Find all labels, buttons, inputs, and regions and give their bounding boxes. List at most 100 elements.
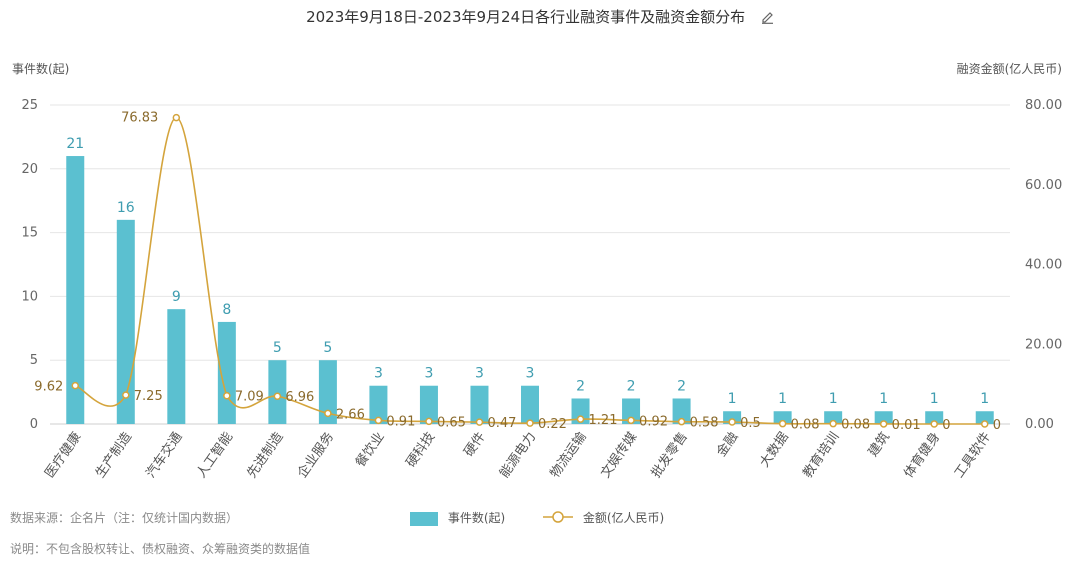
explanation-note: 说明：不包含股权转让、债权融资、众筹融资类的数据值 — [10, 542, 311, 556]
category-label: 企业服务 — [294, 429, 337, 481]
category-label: 生产制造 — [93, 430, 135, 481]
legend-item-bar[interactable]: 事件数(起) — [410, 509, 505, 526]
bar-value-label: 1 — [829, 391, 838, 407]
line-value-label: 0.47 — [487, 416, 516, 431]
bar — [824, 411, 843, 424]
legend-line-swatch — [543, 510, 573, 527]
right-tick-label: 60.00 — [1025, 178, 1062, 193]
line-point — [273, 392, 282, 400]
bar — [672, 398, 691, 424]
bar-value-label: 1 — [778, 391, 787, 407]
line-point — [728, 418, 736, 426]
bar — [66, 156, 85, 425]
bar — [571, 398, 590, 424]
line-value-label: 0.08 — [841, 418, 870, 433]
left-tick-label: 15 — [21, 226, 38, 241]
category-label: 人工智能 — [194, 430, 236, 481]
bar — [268, 360, 287, 424]
line-value-label: 0.92 — [639, 414, 668, 429]
bar — [116, 219, 135, 424]
bar-value-label: 3 — [526, 366, 535, 382]
right-tick-label: 0.00 — [1025, 417, 1054, 432]
legend-item-line[interactable]: 金额(亿人民币) — [543, 509, 664, 527]
bar-value-label: 9 — [172, 289, 181, 305]
category-label: 餐饮业 — [352, 429, 387, 470]
left-axis-ticks: 0 5 10 15 20 25 — [21, 98, 38, 432]
line-point — [324, 409, 332, 418]
bar-value-label: 1 — [930, 391, 939, 407]
line-value-label: 9.62 — [34, 380, 63, 395]
bar — [874, 411, 893, 424]
bar — [419, 385, 438, 424]
left-tick-label: 0 — [30, 417, 38, 432]
line-value-label: 7.09 — [235, 390, 264, 405]
category-label: 文娱传媒 — [598, 430, 640, 481]
bar — [622, 398, 641, 424]
category-label: 金融 — [713, 429, 741, 459]
bar — [369, 385, 388, 424]
left-tick-label: 10 — [21, 289, 38, 304]
category-label: 能源电力 — [497, 430, 539, 481]
line-point — [122, 391, 130, 399]
bar-value-label: 5 — [273, 340, 282, 356]
line-value-label: 7.25 — [134, 389, 163, 404]
bar-value-label: 3 — [374, 366, 383, 382]
left-tick-label: 5 — [30, 353, 38, 368]
bar — [318, 360, 337, 424]
left-axis-title: 事件数(起) — [12, 62, 70, 76]
left-tick-label: 25 — [21, 98, 38, 113]
line-value-label: 6.96 — [285, 390, 314, 405]
line-point — [425, 417, 433, 426]
bar-value-label: 8 — [222, 302, 231, 318]
line-value-label: 0.5 — [740, 416, 761, 431]
category-label: 建筑 — [865, 429, 893, 459]
line-point — [71, 381, 80, 390]
bar — [167, 309, 186, 424]
bar — [217, 321, 236, 424]
line-point — [879, 420, 888, 428]
line-point — [223, 391, 231, 400]
line-value-label: 76.83 — [121, 111, 158, 126]
category-label: 医疗健康 — [42, 429, 85, 481]
line-point — [475, 418, 484, 426]
left-tick-label: 20 — [21, 162, 38, 177]
bar — [773, 411, 792, 424]
line-value-label: 0.58 — [690, 416, 719, 431]
line-value-label: 2.66 — [336, 407, 365, 422]
bar — [925, 411, 944, 424]
line-point — [172, 113, 181, 122]
line-point — [829, 419, 837, 428]
data-source-note: 数据来源：企名片（注：仅统计国内数据） — [10, 511, 239, 525]
line-point — [526, 419, 534, 427]
line-point — [930, 420, 938, 428]
edit-icon[interactable] — [760, 10, 774, 28]
bar — [470, 385, 489, 424]
line-value-label: 0 — [993, 418, 1001, 433]
line-value-label: 0 — [942, 418, 950, 433]
bar — [975, 411, 994, 424]
bar — [521, 385, 539, 424]
category-label: 批发零售 — [648, 429, 691, 481]
chart-title: 2023年9月18日-2023年9月24日各行业融资事件及融资金额分布 — [306, 8, 746, 26]
line-value-label: 0.22 — [538, 417, 567, 432]
line-value-label: 0.01 — [892, 418, 921, 433]
category-label: 教育培训 — [799, 429, 842, 481]
bar-series — [66, 156, 994, 425]
category-label: 工具软件 — [952, 430, 994, 481]
line-point — [576, 415, 585, 423]
right-axis-ticks: 0.00 20.00 40.00 60.00 80.00 — [1025, 98, 1062, 432]
legend-bar-label: 事件数(起) — [447, 511, 506, 525]
bar — [723, 411, 742, 424]
category-label: 体育健身 — [901, 429, 944, 481]
category-label: 先进制造 — [245, 430, 287, 481]
category-label: 物流运输 — [547, 429, 590, 481]
bar-value-label: 2 — [627, 378, 636, 394]
line-point — [778, 419, 787, 428]
bar-value-label: 3 — [424, 366, 433, 382]
line-point — [374, 416, 383, 425]
bar-value-label: 16 — [117, 200, 135, 216]
bar-value-label: 1 — [728, 391, 737, 407]
legend-line-label: 金额(亿人民币) — [582, 511, 665, 525]
line-series — [71, 113, 989, 428]
